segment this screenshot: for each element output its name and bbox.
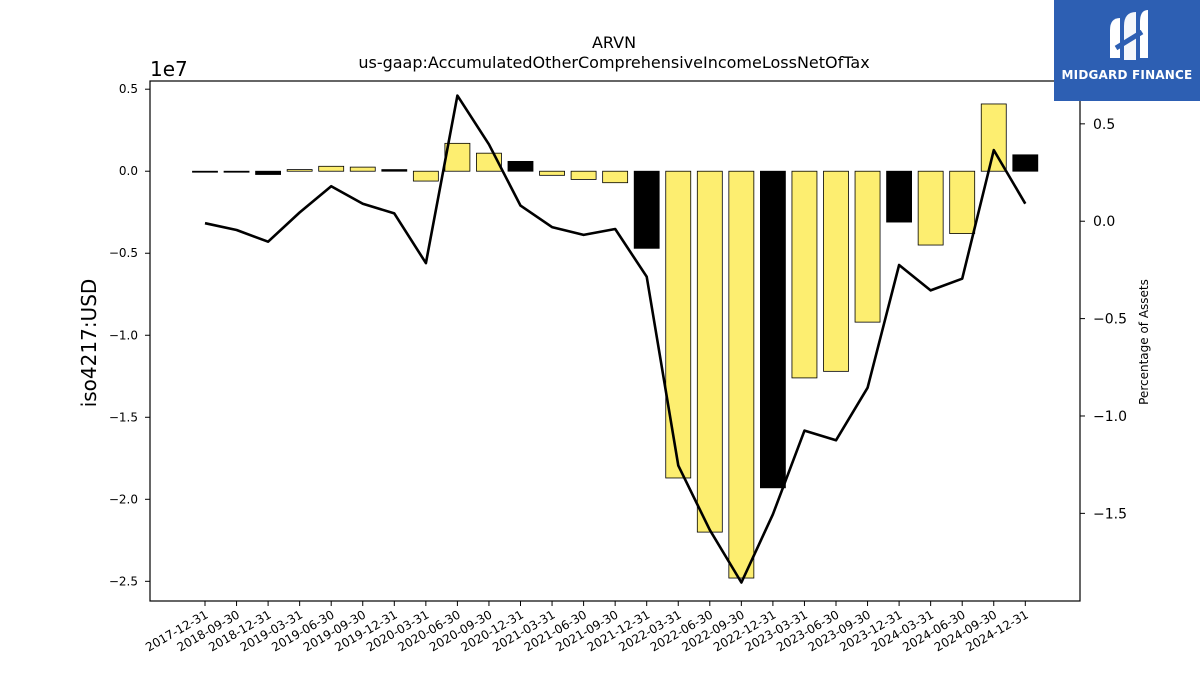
percentage-line xyxy=(204,94,1027,584)
y2-tick-label: 0.0 xyxy=(1093,214,1115,230)
y-tick-label: −0.5 xyxy=(109,246,138,260)
plot-frame xyxy=(149,80,1081,602)
bar-2023-03-31 xyxy=(791,170,818,379)
bar-2021-03-31 xyxy=(539,170,565,176)
bar-2023-09-30 xyxy=(854,170,881,323)
bar-2024-12-31 xyxy=(1012,154,1039,172)
bar-2020-03-31 xyxy=(412,170,439,182)
y-tick-label: −1.5 xyxy=(109,410,138,424)
bar-2024-09-30 xyxy=(980,103,1007,172)
bar-2023-06-30 xyxy=(823,170,849,372)
bar-2024-03-31 xyxy=(917,170,944,246)
bar-2024-06-30 xyxy=(949,170,976,234)
bar-2022-09-30 xyxy=(728,170,755,579)
bar-2022-12-31 xyxy=(760,170,786,489)
y-tick-label: −1.0 xyxy=(109,328,138,342)
bar-2018-12-31 xyxy=(255,170,282,175)
y-axis-label: iso4217:USD xyxy=(77,279,101,408)
bar-2023-12-31 xyxy=(886,170,912,223)
bar-2018-09-30 xyxy=(223,170,250,173)
chart-subtitle: us-gaap:AccumulatedOtherComprehensiveInc… xyxy=(358,53,869,72)
bar-2019-12-31 xyxy=(381,169,408,172)
bar-2019-03-31 xyxy=(286,169,313,172)
y-tick-label: −2.5 xyxy=(109,574,138,588)
bar-2021-09-30 xyxy=(602,170,629,184)
bar-2020-12-31 xyxy=(507,160,534,172)
bar-2022-03-31 xyxy=(665,170,692,479)
bar-2019-09-30 xyxy=(349,166,376,172)
x-axis: 2017-12-312018-09-302018-12-312019-03-31… xyxy=(143,601,1031,654)
bar-2021-12-31 xyxy=(633,170,660,249)
chart-title: ARVN xyxy=(592,33,636,52)
midgard-logo: MIDGARD FINANCE xyxy=(1054,0,1200,101)
y-axis: 0.5 0.0 −0.5 −1.0 −1.5 −2.0 −2.5 xyxy=(109,82,150,588)
bar-2019-06-30 xyxy=(318,165,345,172)
y-tick-label: −2.0 xyxy=(109,492,138,506)
line-group xyxy=(204,94,1027,584)
bar-2021-06-30 xyxy=(570,170,597,180)
bars-group xyxy=(192,103,1039,579)
y2-tick-label: −0.5 xyxy=(1093,312,1127,328)
midgard-logo-icon xyxy=(1110,10,1148,60)
bar-2017-12-31 xyxy=(192,170,218,173)
logo-text: MIDGARD FINANCE xyxy=(1061,68,1193,82)
y2-tick-label: −1.0 xyxy=(1093,409,1127,425)
y2-axis: 0.5 0.0 −0.5 −1.0 −1.5 xyxy=(1080,117,1127,522)
y2-axis-label: Percentage of Assets xyxy=(1137,279,1151,405)
y-tick-label: 0.0 xyxy=(119,164,138,178)
y-offset-text: 1e7 xyxy=(150,57,188,81)
y2-tick-label: 0.5 xyxy=(1093,117,1115,133)
y2-tick-label: −1.5 xyxy=(1093,506,1127,522)
bar-2022-06-30 xyxy=(696,170,723,533)
y-tick-label: 0.5 xyxy=(119,82,138,96)
